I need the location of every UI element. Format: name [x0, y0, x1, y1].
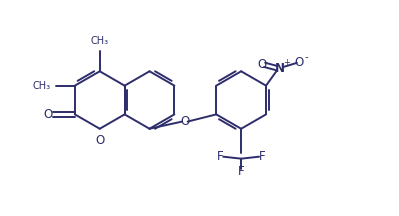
Text: O: O	[180, 115, 190, 128]
Text: +: +	[284, 58, 290, 67]
Text: O: O	[95, 134, 105, 147]
Text: -: -	[304, 52, 308, 62]
Text: O: O	[295, 56, 304, 69]
Text: CH₃: CH₃	[33, 81, 51, 91]
Text: F: F	[217, 150, 224, 163]
Text: F: F	[238, 165, 245, 178]
Text: F: F	[259, 150, 265, 163]
Text: O: O	[43, 108, 53, 121]
Text: O: O	[258, 58, 267, 71]
Text: N: N	[275, 62, 285, 75]
Text: CH₃: CH₃	[91, 36, 109, 46]
